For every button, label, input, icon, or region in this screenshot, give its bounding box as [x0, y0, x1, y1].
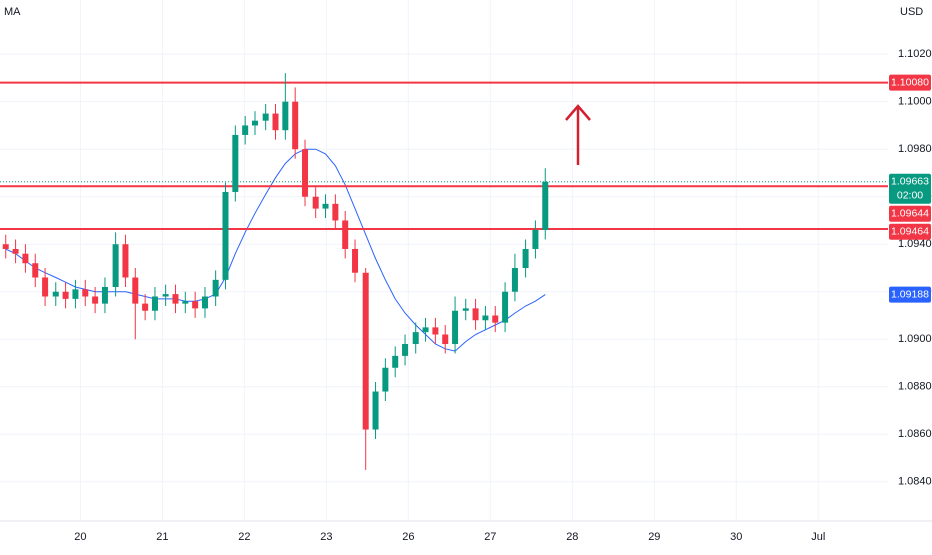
candle-body	[52, 291, 59, 297]
price-tag-box	[889, 205, 931, 222]
y-tick-label: 1.09000	[898, 333, 932, 345]
price-tag-label: 1.09663	[891, 176, 929, 188]
y-tick-label: 1.09400	[898, 238, 932, 250]
candle-body	[322, 203, 329, 209]
y-tick-label: 1.10000	[898, 96, 932, 108]
candle-body	[132, 277, 139, 304]
candle-body	[362, 272, 369, 430]
candle-body	[492, 315, 499, 323]
candle-body	[212, 279, 219, 297]
candle-body	[42, 277, 49, 297]
candle-body	[262, 113, 269, 121]
candle-body	[201, 296, 208, 309]
x-tick-label: 26	[402, 531, 414, 543]
x-tick-label: 20	[74, 531, 86, 543]
price-tag: 1.09663 02:00	[889, 173, 931, 204]
candle-body	[122, 244, 129, 278]
candle-body	[462, 308, 469, 311]
candle-body	[342, 220, 349, 249]
up-arrow	[565, 104, 591, 165]
candle-body	[472, 308, 479, 321]
y-tick-label: 1.09800	[898, 143, 932, 155]
candle-body	[242, 125, 249, 135]
candle-body	[392, 355, 399, 368]
candle-body	[282, 101, 289, 131]
candle-body	[372, 391, 379, 430]
candle-body	[522, 248, 529, 268]
candle-body	[502, 291, 509, 323]
candle-body	[292, 101, 299, 150]
x-tick-label: 27	[484, 531, 496, 543]
candle-body	[542, 181, 549, 230]
price-tag-box	[889, 74, 931, 91]
price-tag-label: 02:00	[897, 190, 923, 202]
price-tag-label: 1.10080	[891, 76, 929, 88]
y-tick-label: 1.10200	[898, 48, 932, 60]
price-tag-box	[889, 173, 931, 204]
candle-body	[151, 296, 158, 311]
x-tick-label: 29	[648, 531, 660, 543]
x-tick-label: 28	[566, 531, 578, 543]
candle-body	[432, 327, 439, 335]
indicator-label: MA	[4, 6, 21, 18]
price-tag-label: 1.09464	[891, 226, 929, 238]
candle-body	[482, 315, 489, 321]
candle-body	[192, 301, 199, 309]
candle-body	[72, 289, 79, 299]
x-tick-label: Jul	[811, 531, 825, 543]
price-tag: 1.09188	[889, 286, 931, 303]
candle-body	[272, 113, 279, 131]
candle-body	[222, 191, 229, 280]
candle-body	[62, 291, 69, 299]
candle-body	[101, 286, 108, 304]
x-tick-label: 21	[156, 531, 168, 543]
y-tick-label: 1.08400	[898, 476, 932, 488]
candle-body	[172, 294, 179, 304]
candle-body	[232, 134, 239, 192]
candle-body	[312, 196, 319, 209]
x-tick-label: 22	[238, 531, 250, 543]
candle-body	[442, 334, 449, 345]
candle-body	[422, 327, 429, 333]
price-tag: 1.09644	[889, 205, 931, 222]
candle-body	[332, 203, 339, 221]
y-tick-label: 1.08800	[898, 381, 932, 393]
candle-body	[182, 301, 189, 304]
candle-body	[2, 244, 9, 249]
price-tag-box	[889, 223, 931, 240]
grid	[0, 0, 888, 521]
price-tag: 1.09464	[889, 223, 931, 240]
candle-body	[302, 149, 309, 197]
candle-body	[352, 248, 359, 273]
price-tag-box	[889, 286, 931, 303]
candle-body	[252, 120, 259, 126]
candle-body	[511, 267, 518, 292]
candle-body	[92, 296, 99, 304]
candle-body	[142, 303, 149, 311]
candle-body	[532, 229, 539, 249]
currency-label: USD	[900, 6, 923, 18]
price-tag-label: 1.09644	[891, 208, 929, 220]
x-tick-label: 30	[730, 531, 742, 543]
candle-body	[32, 263, 39, 278]
candle-body	[162, 294, 169, 297]
price-tag-label: 1.09188	[891, 288, 929, 300]
candle-body	[12, 248, 19, 254]
candle-body	[82, 289, 89, 297]
price-tag: 1.10080	[889, 74, 931, 91]
candle-body	[412, 332, 419, 345]
candle-body	[402, 344, 409, 356]
x-tick-label: 23	[320, 531, 332, 543]
candle-body	[22, 253, 29, 264]
candle-body	[382, 367, 389, 392]
y-tick-label: 1.08600	[898, 428, 932, 440]
candle-body	[112, 244, 119, 287]
candle-body	[452, 310, 459, 345]
